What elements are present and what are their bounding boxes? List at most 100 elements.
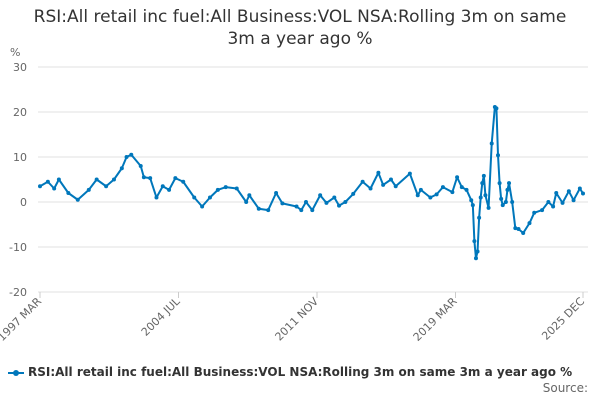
source-label: Source: [542, 381, 588, 395]
data-point[interactable] [478, 195, 483, 200]
data-point[interactable] [192, 195, 197, 200]
data-point[interactable] [207, 195, 212, 200]
data-point[interactable] [510, 200, 515, 204]
data-point[interactable] [294, 204, 299, 209]
data-point[interactable] [66, 191, 71, 195]
data-point[interactable] [332, 195, 337, 200]
data-point[interactable] [75, 197, 80, 202]
data-point[interactable] [418, 187, 423, 192]
data-point[interactable] [415, 193, 420, 198]
data-point[interactable] [551, 204, 556, 209]
x-tick-label: 1997 MAR [0, 295, 44, 344]
data-point[interactable] [450, 190, 455, 195]
data-point[interactable] [215, 187, 220, 192]
data-point[interactable] [52, 186, 57, 191]
data-point[interactable] [274, 191, 279, 195]
data-point[interactable] [94, 177, 99, 182]
data-point[interactable] [513, 226, 518, 231]
data-point[interactable] [111, 177, 116, 182]
data-point[interactable] [104, 184, 109, 189]
data-point[interactable] [324, 200, 329, 205]
data-point[interactable] [310, 208, 315, 213]
data-point[interactable] [505, 187, 510, 192]
data-point[interactable] [470, 203, 475, 208]
data-point[interactable] [472, 239, 477, 244]
data-point[interactable] [148, 176, 153, 181]
data-point[interactable] [86, 187, 91, 192]
data-point[interactable] [428, 195, 433, 200]
y-tick-label: 30 [13, 61, 27, 74]
data-point[interactable] [496, 153, 501, 158]
data-point[interactable] [503, 200, 508, 204]
data-point[interactable] [540, 208, 545, 213]
data-point[interactable] [138, 164, 143, 168]
data-point[interactable] [299, 208, 304, 213]
data-point[interactable] [256, 206, 261, 211]
data-point[interactable] [475, 249, 480, 254]
data-point[interactable] [516, 227, 521, 231]
data-point[interactable] [154, 195, 159, 200]
data-point[interactable] [440, 185, 445, 190]
data-point[interactable] [494, 106, 499, 111]
data-point[interactable] [167, 187, 172, 192]
data-point[interactable] [473, 256, 478, 261]
data-point[interactable] [527, 221, 532, 226]
data-point[interactable] [489, 141, 494, 146]
data-point[interactable] [407, 171, 412, 176]
data-point[interactable] [500, 203, 505, 208]
data-point[interactable] [368, 186, 373, 191]
data-point[interactable] [200, 204, 205, 209]
data-point[interactable] [280, 201, 285, 206]
data-point[interactable] [486, 205, 491, 210]
data-point[interactable] [546, 200, 551, 204]
data-point[interactable] [318, 193, 323, 198]
y-axis-label: % [10, 46, 20, 59]
data-point[interactable] [181, 179, 186, 184]
data-point[interactable] [160, 184, 165, 189]
data-point[interactable] [38, 184, 42, 189]
data-point[interactable] [337, 203, 342, 208]
data-point[interactable] [244, 200, 249, 204]
data-point[interactable] [56, 177, 61, 182]
data-point[interactable] [266, 208, 271, 213]
data-point[interactable] [480, 181, 485, 186]
data-point[interactable] [532, 210, 537, 215]
data-point[interactable] [381, 182, 386, 187]
data-point[interactable] [173, 176, 178, 181]
data-point[interactable] [560, 200, 565, 205]
data-point[interactable] [434, 192, 439, 197]
data-point[interactable] [119, 166, 124, 171]
data-point[interactable] [376, 170, 381, 175]
data-point[interactable] [571, 198, 576, 203]
data-point[interactable] [124, 155, 129, 159]
data-point[interactable] [507, 181, 512, 186]
data-point[interactable] [577, 186, 582, 191]
data-point[interactable] [234, 186, 239, 191]
data-point[interactable] [223, 185, 228, 190]
series-line [39, 106, 584, 260]
data-point[interactable] [499, 196, 504, 201]
data-point[interactable] [469, 198, 474, 203]
data-point[interactable] [459, 185, 464, 190]
data-point[interactable] [343, 200, 348, 204]
data-point[interactable] [129, 152, 134, 157]
data-point[interactable] [141, 175, 146, 180]
legend-item[interactable]: RSI:All retail inc fuel:All Business:VOL… [8, 365, 572, 379]
data-point[interactable] [351, 191, 356, 196]
data-point[interactable] [521, 231, 526, 236]
data-point[interactable] [45, 179, 50, 184]
data-point[interactable] [455, 175, 460, 180]
data-point[interactable] [464, 187, 469, 192]
data-point[interactable] [303, 200, 308, 204]
data-point[interactable] [497, 181, 502, 186]
data-point[interactable] [554, 191, 559, 195]
data-point[interactable] [477, 215, 482, 220]
data-point[interactable] [247, 193, 252, 198]
data-point[interactable] [581, 191, 585, 196]
data-point[interactable] [360, 179, 365, 184]
data-point[interactable] [393, 184, 398, 189]
data-point[interactable] [388, 177, 393, 182]
data-point[interactable] [566, 189, 571, 194]
data-point[interactable] [483, 193, 488, 198]
data-point[interactable] [481, 173, 486, 178]
